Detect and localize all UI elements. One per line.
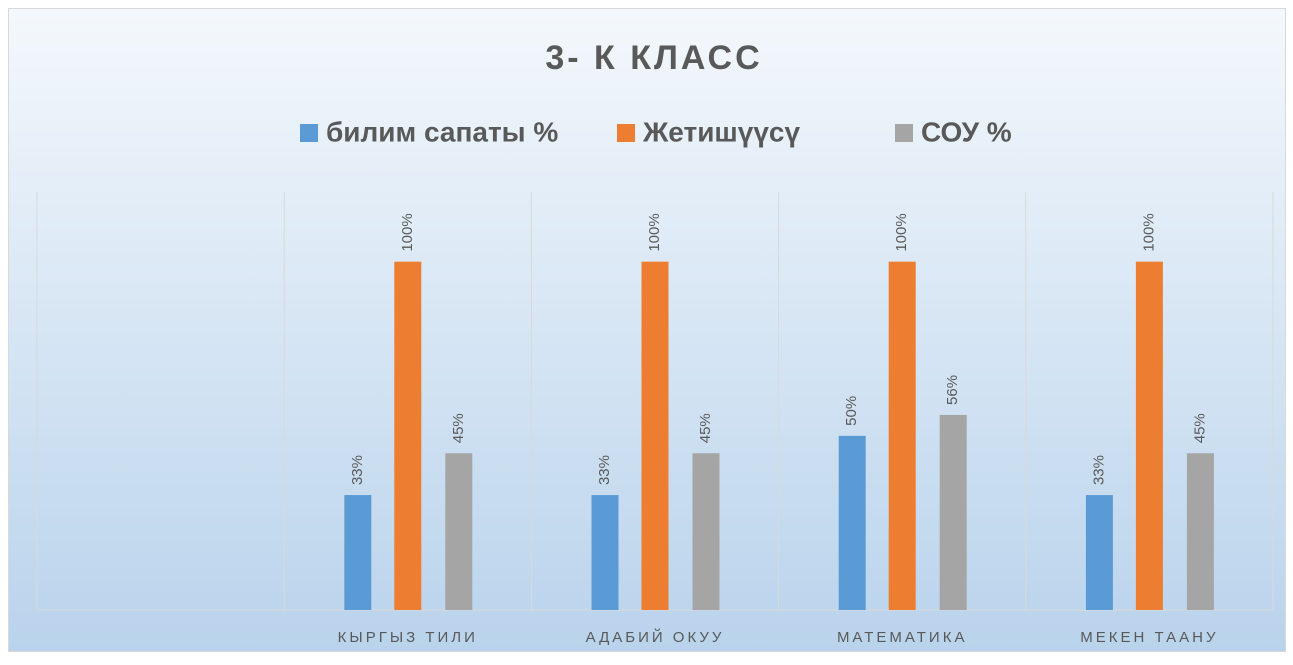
bar <box>344 495 372 610</box>
x-tick-label: МЕКЕН ТААНУ <box>1080 629 1218 646</box>
chart-title: 3- К КЛАСС <box>545 39 762 77</box>
bar <box>692 453 720 610</box>
legend-swatch <box>895 124 913 142</box>
data-label: 33% <box>596 455 613 485</box>
x-tick-label: АДАБИЙ ОКУУ <box>586 628 725 646</box>
x-tick-label: КЫРГЫЗ ТИЛИ <box>338 629 478 646</box>
legend-swatch <box>617 124 635 142</box>
data-label: 50% <box>843 396 860 426</box>
data-label: 100% <box>893 213 910 251</box>
data-label: 45% <box>697 413 714 443</box>
bar <box>445 453 473 610</box>
data-label: 100% <box>646 213 663 251</box>
data-label: 45% <box>450 413 467 443</box>
bar <box>939 414 967 610</box>
data-label: 100% <box>1140 213 1157 251</box>
legend-label: билим сапаты % <box>326 116 558 147</box>
legend-label: Жетишүүсү <box>642 116 800 147</box>
x-tick-label: МАТЕМАТИКА <box>837 629 968 646</box>
data-label: 56% <box>944 375 961 405</box>
legend-swatch <box>300 124 318 142</box>
bar <box>641 261 669 610</box>
data-label: 100% <box>399 213 416 251</box>
bar <box>888 261 916 610</box>
bar <box>838 435 866 610</box>
bar <box>591 495 619 610</box>
data-label: 33% <box>349 455 366 485</box>
bar <box>1085 495 1113 610</box>
data-label: 33% <box>1090 455 1107 485</box>
bar <box>394 261 422 610</box>
bar <box>1135 261 1163 610</box>
data-label: 45% <box>1191 413 1208 443</box>
legend-label: СОУ % <box>921 116 1012 147</box>
bar <box>1186 453 1214 610</box>
